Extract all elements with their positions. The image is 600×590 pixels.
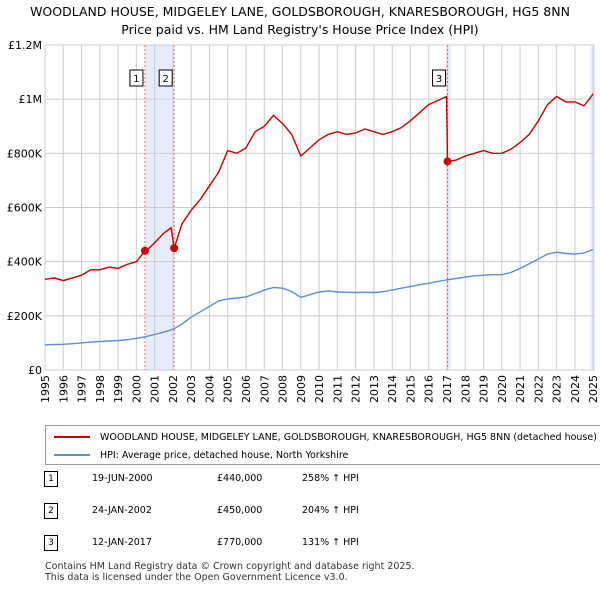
x-tick-label: 2000 <box>130 375 143 403</box>
x-tick-label: 2010 <box>313 375 326 403</box>
hpi-line <box>44 248 594 346</box>
y-tick-label: £200K <box>7 310 43 323</box>
y-tick-label: £0 <box>28 364 42 377</box>
x-tick-label: 2015 <box>404 375 417 403</box>
legend-hpi-swatch <box>54 454 90 456</box>
x-tick-label: 1999 <box>112 375 125 403</box>
title-line-2: Price paid vs. HM Land Registry's House … <box>121 22 479 37</box>
x-tick-label: 2013 <box>368 375 381 403</box>
y-tick-label: £800K <box>7 147 43 160</box>
x-tick-label: 2021 <box>514 375 527 403</box>
x-tick-label: 2014 <box>386 375 399 403</box>
sale-price: £440,000 <box>217 473 263 484</box>
legend-property-swatch <box>54 436 90 438</box>
sale-hpi-change: 131% ↑ HPI <box>302 537 359 548</box>
legend: WOODLAND HOUSE, MIDGELEY LANE, GOLDSBORO… <box>45 425 600 465</box>
x-tick-label: 2024 <box>569 375 582 403</box>
x-tick-label: 2018 <box>459 375 472 403</box>
x-tick-label: 2004 <box>203 375 216 403</box>
sale-marker-label: 3 <box>436 74 442 85</box>
footer: Contains HM Land Registry data © Crown c… <box>45 561 415 583</box>
y-tick-label: £400K <box>7 256 43 269</box>
x-tick-label: 2006 <box>240 375 253 403</box>
x-tick-label: 2008 <box>277 375 290 403</box>
sale-hpi-change: 258% ↑ HPI <box>302 473 359 484</box>
x-tick-label: 1995 <box>39 375 52 403</box>
x-tick-label: 2012 <box>350 375 363 403</box>
footer-copyright: Contains HM Land Registry data © Crown c… <box>45 561 415 572</box>
x-tick-label: 1998 <box>94 375 107 403</box>
sale-number-badge: 1 <box>44 471 58 487</box>
x-tick-label: 2023 <box>551 375 564 403</box>
chart-title: WOODLAND HOUSE, MIDGELEY LANE, GOLDSBORO… <box>0 3 600 39</box>
sale-marker-label: 2 <box>162 74 168 85</box>
y-tick-label: £600K <box>7 202 43 215</box>
footer-licence: This data is licensed under the Open Gov… <box>45 572 348 583</box>
property-price-line <box>44 93 594 282</box>
x-tick-label: 2022 <box>532 375 545 403</box>
x-tick-label: 2019 <box>478 375 491 403</box>
x-tick-label: 2011 <box>331 375 344 403</box>
x-tick-label: 2001 <box>149 375 162 403</box>
sale-row: 2 24-JAN-2002 £450,000 204% ↑ HPI <box>0 502 600 522</box>
sale-marker-box <box>129 69 144 87</box>
x-tick-label: 2009 <box>295 375 308 403</box>
sale-date: 19-JUN-2000 <box>92 473 153 484</box>
x-tick-label: 2020 <box>496 375 509 403</box>
sale-date: 24-JAN-2002 <box>92 505 152 516</box>
x-tick-label: 2005 <box>222 375 235 403</box>
x-tick-label: 2017 <box>441 375 454 403</box>
sale-marker-box <box>432 69 447 87</box>
legend-property: WOODLAND HOUSE, MIDGELEY LANE, GOLDSBORO… <box>54 429 597 445</box>
sale-point <box>140 246 149 255</box>
y-tick-label: £1M <box>19 93 43 106</box>
x-tick-label: 2025 <box>587 375 600 403</box>
legend-property-label: WOODLAND HOUSE, MIDGELEY LANE, GOLDSBORO… <box>100 431 597 443</box>
sale-price: £770,000 <box>217 537 263 548</box>
x-tick-label: 1997 <box>76 375 89 403</box>
legend-hpi: HPI: Average price, detached house, Nort… <box>54 447 348 463</box>
y-tick-label: £1.2M <box>8 39 42 52</box>
sale-row: 3 12-JAN-2017 £770,000 131% ↑ HPI <box>0 534 600 554</box>
sale-price: £450,000 <box>217 505 263 516</box>
sale-number-badge: 3 <box>44 535 58 551</box>
sale-marker-box <box>158 69 173 87</box>
x-tick-label: 2002 <box>167 375 180 403</box>
legend-hpi-label: HPI: Average price, detached house, Nort… <box>100 449 349 461</box>
sale-marker-label: 1 <box>133 74 139 85</box>
sale-row: 1 19-JUN-2000 £440,000 258% ↑ HPI <box>0 470 600 490</box>
sale-hpi-change: 204% ↑ HPI <box>302 505 359 516</box>
x-tick-label: 1996 <box>57 375 70 403</box>
x-tick-label: 2016 <box>423 375 436 403</box>
title-line-1: WOODLAND HOUSE, MIDGELEY LANE, GOLDSBORO… <box>30 4 570 19</box>
sale-date: 12-JAN-2017 <box>92 537 152 548</box>
x-tick-label: 2007 <box>258 375 271 403</box>
price-chart: £0 £200K £400K £600K £800K £1M £1.2M 1995 1996 19… <box>7 39 600 403</box>
x-tick-label: 2003 <box>185 375 198 403</box>
sale-point <box>170 244 179 253</box>
sale-point <box>443 157 452 166</box>
sale-number-badge: 2 <box>44 503 58 519</box>
